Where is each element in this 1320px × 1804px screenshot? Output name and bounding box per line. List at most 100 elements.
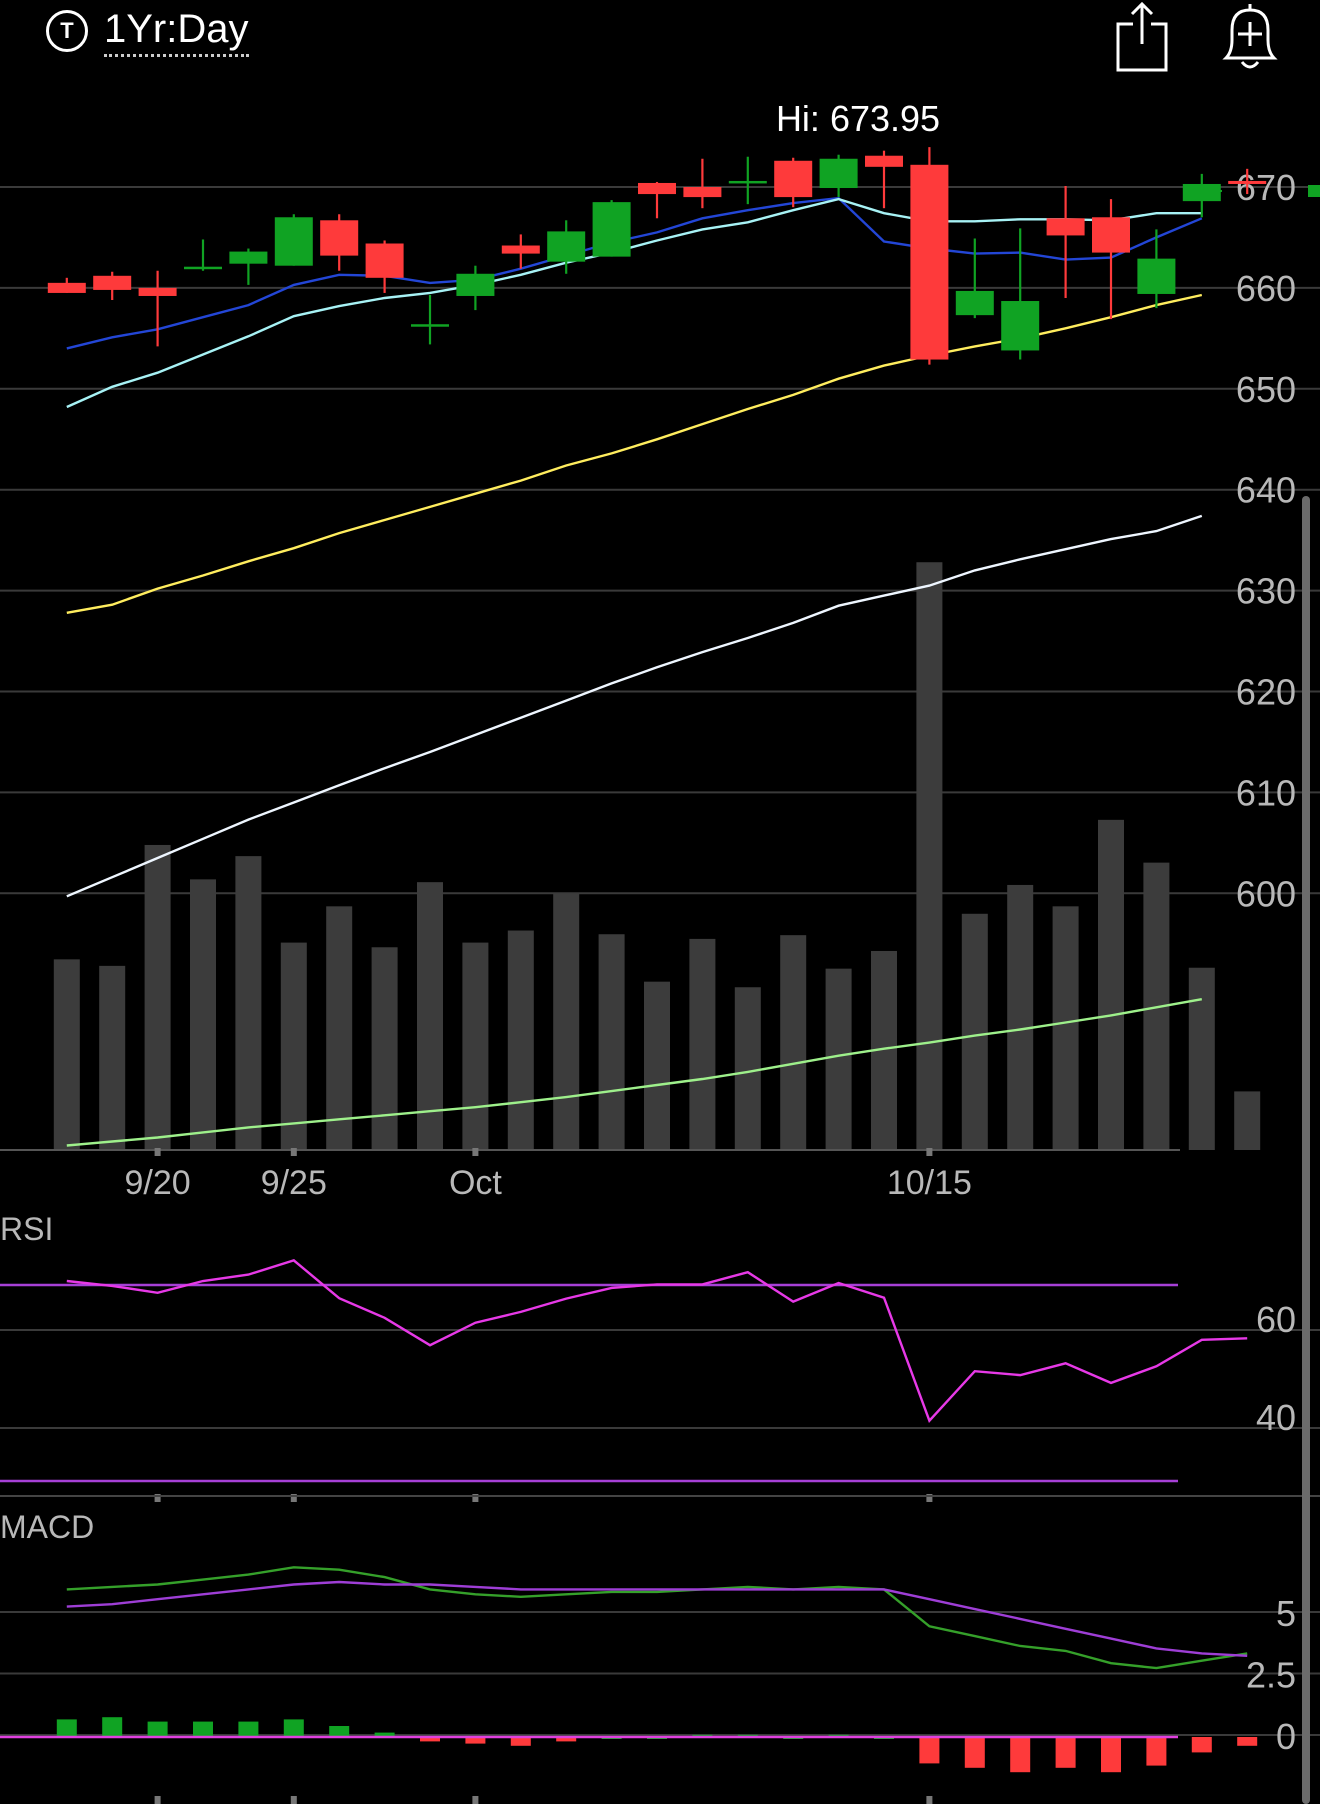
- volume-bar: [235, 856, 262, 1150]
- x-tick: [154, 1796, 161, 1804]
- macd-histogram-bar: [1010, 1737, 1031, 1773]
- price-axis-label: 660: [1236, 268, 1296, 309]
- volume-bar: [825, 968, 852, 1150]
- candle-body: [47, 282, 86, 293]
- candle-body: [229, 251, 268, 264]
- candle-body: [501, 245, 540, 254]
- macd-title: MACD: [0, 1509, 94, 1545]
- candle-body: [1046, 218, 1085, 236]
- macd-histogram-bar: [102, 1717, 123, 1737]
- volume-bar: [53, 959, 80, 1150]
- volume-bar: [553, 893, 580, 1150]
- volume-bar: [734, 987, 761, 1150]
- candle-body: [138, 287, 177, 296]
- volume-bar: [507, 930, 534, 1150]
- x-tick: [926, 1796, 933, 1804]
- volume-bar: [280, 942, 307, 1150]
- volume-bar: [190, 879, 216, 1150]
- share-icon[interactable]: [1112, 0, 1172, 74]
- x-tick: [926, 1494, 933, 1502]
- price-axis-label: 670: [1236, 167, 1296, 208]
- candle-body: [93, 275, 132, 290]
- rsi-title: RSI: [0, 1211, 53, 1247]
- x-axis-label: Oct: [449, 1164, 502, 1202]
- volume-bar: [1007, 884, 1034, 1150]
- hi-price-label: Hi: 673.95: [776, 98, 940, 139]
- macd-histogram-bar: [964, 1737, 985, 1768]
- candle-body: [1092, 217, 1130, 253]
- macd-histogram-bar: [374, 1732, 395, 1737]
- macd-axis-label: 5: [1276, 1593, 1296, 1634]
- candle-body: [456, 273, 495, 296]
- volume-bar: [371, 947, 398, 1150]
- volume-bar: [1188, 967, 1215, 1150]
- volume-bar: [1098, 819, 1124, 1150]
- volume-bar: [326, 906, 353, 1150]
- price-axis-label: 640: [1236, 470, 1296, 511]
- volume-bar: [1052, 906, 1079, 1150]
- macd-histogram-bar: [147, 1721, 168, 1737]
- macd-histogram-bar: [1146, 1737, 1167, 1766]
- rsi-axis-label: 60: [1256, 1299, 1296, 1340]
- moving-average-line: [66, 196, 1203, 350]
- candle-body: [910, 164, 949, 360]
- price-axis-label: 600: [1236, 873, 1296, 914]
- volume-bar: [144, 844, 171, 1150]
- macd-histogram-bar: [238, 1721, 259, 1737]
- last-price-marker: [1308, 185, 1320, 197]
- bell-plus-icon[interactable]: [1214, 0, 1286, 74]
- macd-histogram-bar: [1055, 1737, 1076, 1768]
- x-axis-label: 9/20: [125, 1164, 191, 1202]
- volume-bar: [598, 934, 625, 1150]
- volume-bar: [644, 981, 670, 1150]
- macd-line: [66, 1580, 1248, 1657]
- period-selector[interactable]: 1Yr:Day: [104, 6, 249, 57]
- candle-body: [184, 266, 222, 270]
- price-axis-label: 620: [1236, 672, 1296, 713]
- volume-bar: [689, 938, 716, 1150]
- macd-axis-label: 2.5: [1246, 1655, 1296, 1696]
- ticker-badge-icon[interactable]: T: [46, 10, 88, 52]
- candle-body: [411, 324, 449, 327]
- moving-average-line: [66, 998, 1203, 1147]
- rsi-line: [66, 1259, 1248, 1423]
- vertical-scrollbar[interactable]: [1302, 496, 1310, 1804]
- price-axis-label: 610: [1236, 772, 1296, 813]
- candle-body: [819, 158, 858, 189]
- x-tick: [290, 1148, 297, 1156]
- macd-histogram-bar: [510, 1737, 531, 1746]
- candle-body: [774, 160, 813, 198]
- macd-histogram-bar: [919, 1737, 940, 1764]
- macd-histogram-bar: [420, 1737, 440, 1742]
- volume-bar: [417, 882, 443, 1150]
- candle-body: [592, 202, 631, 257]
- candle-body: [1182, 183, 1221, 202]
- volume-bar: [462, 942, 489, 1150]
- price-axis-label: 650: [1236, 369, 1296, 410]
- x-tick: [290, 1796, 297, 1804]
- x-tick: [472, 1494, 479, 1502]
- moving-average-line: [66, 197, 1202, 409]
- macd-histogram-bar: [56, 1719, 77, 1737]
- volume-bar: [961, 913, 988, 1150]
- toolbar: T 1Yr:Day: [0, 0, 1320, 90]
- x-axis-label: 10/15: [887, 1164, 972, 1202]
- candle-body: [320, 220, 359, 256]
- macd-histogram-bar: [556, 1737, 577, 1742]
- x-tick: [926, 1148, 933, 1156]
- x-axis-label: 9/25: [261, 1164, 327, 1202]
- volume-bar: [916, 562, 943, 1150]
- macd-histogram-bar: [1101, 1737, 1121, 1773]
- candle-body: [274, 217, 313, 266]
- candle-body: [365, 243, 404, 278]
- candle-body: [1001, 301, 1040, 351]
- macd-line: [66, 1566, 1248, 1670]
- moving-average-line: [66, 514, 1203, 898]
- volume-bar: [780, 935, 807, 1150]
- candle-body: [547, 231, 586, 262]
- x-tick: [472, 1796, 479, 1804]
- x-tick: [472, 1148, 479, 1156]
- rsi-axis-label: 40: [1256, 1397, 1296, 1438]
- x-tick: [154, 1148, 161, 1156]
